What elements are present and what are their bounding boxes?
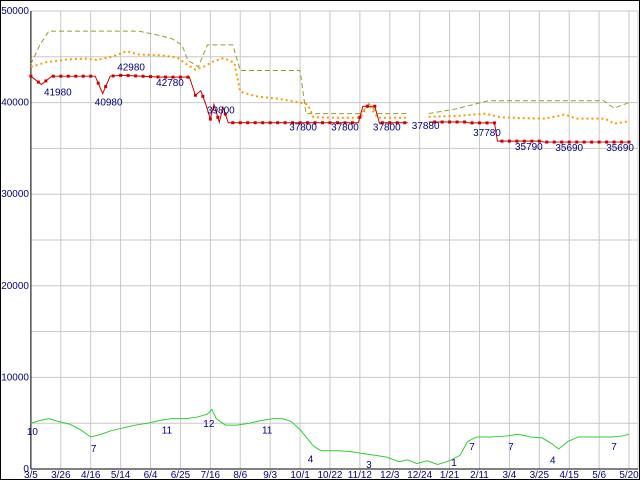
svg-text:9/3: 9/3 <box>263 470 277 479</box>
svg-text:50000: 50000 <box>1 6 29 17</box>
svg-text:1: 1 <box>451 458 457 469</box>
svg-text:40980: 40980 <box>95 98 123 109</box>
svg-text:12/3: 12/3 <box>380 470 400 479</box>
series-store-count <box>30 408 630 465</box>
svg-text:6/4: 6/4 <box>144 470 158 479</box>
svg-text:2/11: 2/11 <box>470 470 489 479</box>
svg-text:0: 0 <box>23 464 29 475</box>
svg-text:1/21: 1/21 <box>440 470 460 479</box>
svg-text:7: 7 <box>91 444 97 455</box>
series-highest-price <box>30 30 630 115</box>
svg-text:12: 12 <box>203 419 215 430</box>
svg-text:35690: 35690 <box>606 143 634 154</box>
svg-text:20000: 20000 <box>1 281 29 292</box>
svg-text:40000: 40000 <box>1 98 29 109</box>
svg-text:6/25: 6/25 <box>171 470 191 479</box>
series-average-price <box>30 50 630 125</box>
svg-text:10: 10 <box>27 427 39 438</box>
svg-text:11: 11 <box>162 426 173 437</box>
svg-text:7: 7 <box>469 442 475 453</box>
svg-text:3/26: 3/26 <box>51 470 71 479</box>
svg-text:35790: 35790 <box>515 142 543 153</box>
svg-text:10000: 10000 <box>1 372 29 383</box>
svg-text:4/15: 4/15 <box>560 470 580 479</box>
svg-text:30000: 30000 <box>1 189 29 200</box>
series-lowest-price <box>29 73 631 144</box>
svg-text:35690: 35690 <box>555 143 583 154</box>
axes <box>30 10 639 470</box>
svg-text:4/16: 4/16 <box>81 470 101 479</box>
svg-text:5/14: 5/14 <box>111 470 131 479</box>
price-labels: 41980 40980 42980 42780 39800 37800 37800 37800… <box>44 62 634 154</box>
svg-text:10/1: 10/1 <box>290 470 310 479</box>
y-axis-labels: 0 10000 20000 30000 40000 50000 <box>1 6 29 475</box>
svg-text:37800: 37800 <box>289 123 317 134</box>
svg-text:7/16: 7/16 <box>201 470 221 479</box>
store-count-labels: 10 7 11 12 11 4 3 1 7 7 4 7 <box>27 419 617 471</box>
svg-text:8/6: 8/6 <box>233 470 247 479</box>
svg-text:3/5: 3/5 <box>24 470 38 479</box>
svg-text:7: 7 <box>611 442 617 453</box>
svg-text:12/24: 12/24 <box>407 470 432 479</box>
svg-text:42980: 42980 <box>117 62 145 73</box>
svg-text:42780: 42780 <box>156 78 184 89</box>
svg-text:5/6: 5/6 <box>592 470 606 479</box>
svg-text:5/20: 5/20 <box>619 470 639 479</box>
svg-text:37800: 37800 <box>373 123 401 134</box>
svg-text:41980: 41980 <box>44 87 72 98</box>
svg-text:11: 11 <box>262 426 273 437</box>
svg-text:3/4: 3/4 <box>502 470 516 479</box>
svg-text:4: 4 <box>308 455 314 466</box>
svg-text:37780: 37780 <box>473 128 501 139</box>
grid-layer <box>30 10 639 470</box>
svg-text:39800: 39800 <box>207 105 235 116</box>
svg-text:7: 7 <box>508 442 514 453</box>
svg-text:37800: 37800 <box>331 123 359 134</box>
svg-text:3: 3 <box>366 460 372 471</box>
svg-text:11/12: 11/12 <box>348 470 373 479</box>
svg-text:10/22: 10/22 <box>318 470 343 479</box>
svg-text:37880: 37880 <box>412 121 440 132</box>
svg-text:4: 4 <box>550 456 556 467</box>
x-axis-labels: 3/5 3/26 4/16 5/14 6/4 6/25 7/16 8/6 9/3 10/1 10/2… <box>24 470 639 479</box>
svg-text:3/25: 3/25 <box>530 470 550 479</box>
